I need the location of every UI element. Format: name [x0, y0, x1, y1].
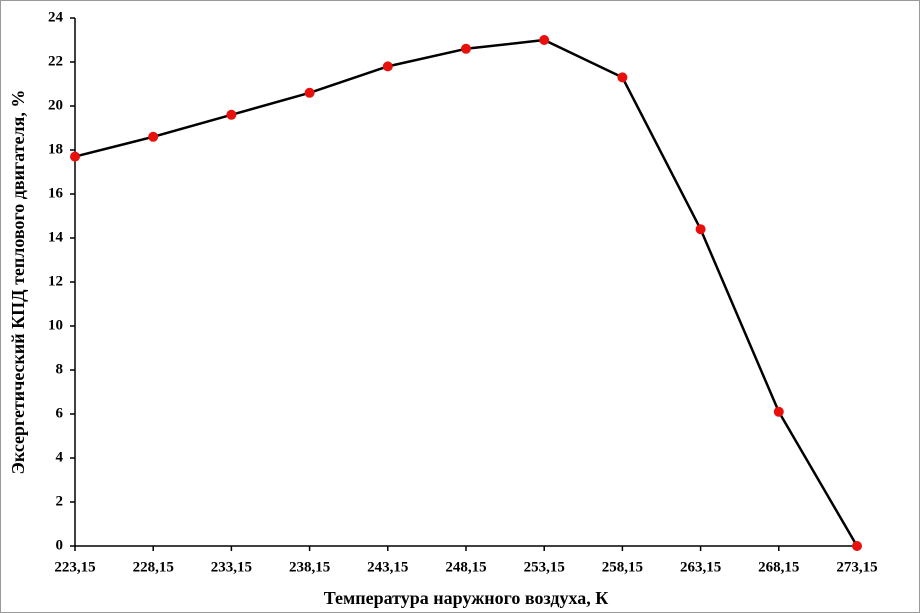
x-tick-label: 263,15	[680, 559, 721, 575]
y-tick-label: 2	[56, 493, 64, 509]
y-tick-label: 6	[56, 405, 64, 421]
y-tick-label: 22	[48, 53, 63, 69]
x-tick-label: 228,15	[133, 559, 174, 575]
x-tick-label: 223,15	[54, 559, 95, 575]
data-point	[617, 72, 628, 83]
y-tick-label: 24	[48, 9, 64, 25]
y-tick-label: 10	[48, 317, 63, 333]
data-point	[461, 43, 471, 54]
data-point	[382, 61, 393, 72]
x-tick-label: 233,15	[211, 559, 252, 575]
x-tick-label: 253,15	[524, 559, 565, 575]
y-tick-label: 0	[56, 537, 64, 553]
y-tick-label: 20	[48, 97, 63, 113]
y-tick-label: 12	[48, 273, 63, 289]
data-point	[852, 541, 862, 551]
data-point	[304, 87, 315, 98]
x-tick-label: 238,15	[289, 559, 330, 575]
y-tick-label: 18	[48, 141, 63, 157]
y-tick-label: 16	[48, 185, 64, 201]
data-point	[226, 109, 237, 120]
y-tick-label: 4	[56, 449, 64, 465]
data-point	[695, 224, 706, 235]
data-point	[70, 151, 80, 162]
x-tick-label: 243,15	[367, 559, 408, 575]
y-tick-label: 14	[48, 229, 64, 245]
x-tick-label: 273,15	[836, 559, 877, 575]
x-tick-label: 268,15	[758, 559, 799, 575]
x-tick-label: 258,15	[602, 559, 643, 575]
x-axis-title: Температура наружного воздуха, К	[324, 588, 609, 608]
data-point	[539, 35, 550, 45]
y-tick-label: 8	[56, 361, 64, 377]
data-point	[148, 131, 159, 142]
y-axis-title: Эксергетический КПД теплового двигателя,…	[8, 90, 28, 475]
data-point	[773, 406, 784, 417]
x-tick-label: 248,15	[445, 559, 486, 575]
